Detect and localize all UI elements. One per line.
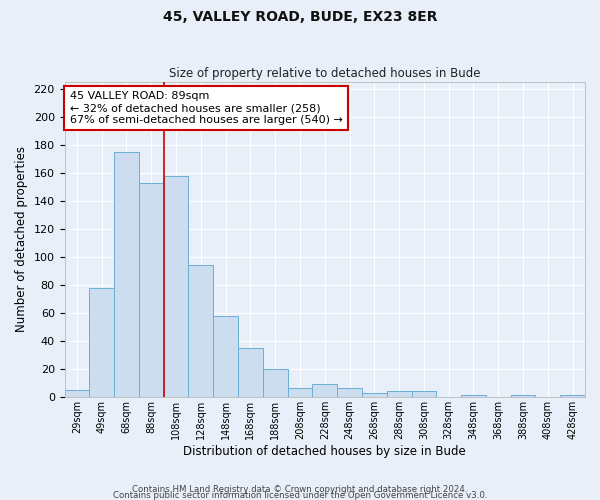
Bar — [287, 388, 313, 397]
Bar — [164, 176, 188, 397]
Bar — [313, 384, 337, 397]
Bar — [387, 391, 412, 397]
Y-axis label: Number of detached properties: Number of detached properties — [15, 146, 28, 332]
Text: Contains HM Land Registry data © Crown copyright and database right 2024.: Contains HM Land Registry data © Crown c… — [132, 484, 468, 494]
Bar — [238, 348, 263, 397]
Text: 45, VALLEY ROAD, BUDE, EX23 8ER: 45, VALLEY ROAD, BUDE, EX23 8ER — [163, 10, 437, 24]
Bar — [139, 183, 164, 397]
Bar — [412, 391, 436, 397]
Bar — [560, 396, 585, 397]
Bar — [65, 390, 89, 397]
Text: Contains public sector information licensed under the Open Government Licence v3: Contains public sector information licen… — [113, 490, 487, 500]
Bar — [337, 388, 362, 397]
Bar — [511, 396, 535, 397]
Bar — [213, 316, 238, 397]
X-axis label: Distribution of detached houses by size in Bude: Distribution of detached houses by size … — [184, 444, 466, 458]
Bar — [89, 288, 114, 397]
Title: Size of property relative to detached houses in Bude: Size of property relative to detached ho… — [169, 66, 481, 80]
Text: 45 VALLEY ROAD: 89sqm
← 32% of detached houses are smaller (258)
67% of semi-det: 45 VALLEY ROAD: 89sqm ← 32% of detached … — [70, 92, 343, 124]
Bar — [263, 369, 287, 397]
Bar — [188, 266, 213, 397]
Bar — [461, 396, 486, 397]
Bar — [362, 392, 387, 397]
Bar — [114, 152, 139, 397]
